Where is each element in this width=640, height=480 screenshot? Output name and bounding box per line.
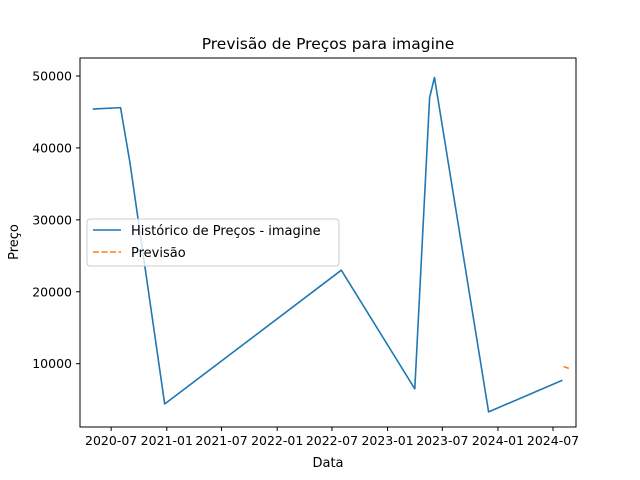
x-tick-label: 2021-07 <box>195 433 247 448</box>
y-axis-label: Preço <box>7 224 22 260</box>
legend-label-forecast: Previsão <box>131 246 186 261</box>
legend-box <box>86 218 340 267</box>
y-tick-label: 10000 <box>32 356 72 371</box>
x-tick-label: 2023-01 <box>361 433 413 448</box>
legend: Histórico de Preços - imagine Previsão <box>86 218 340 267</box>
y-tick-label: 50000 <box>32 68 72 83</box>
x-tick-label: 2021-01 <box>141 433 193 448</box>
chart-title: Previsão de Preços para imagine <box>202 35 455 53</box>
x-tick-label: 2023-07 <box>416 433 468 448</box>
y-tick-label: 20000 <box>32 284 72 299</box>
legend-label-history: Histórico de Preços - imagine <box>131 224 321 239</box>
x-tick-label: 2024-07 <box>527 433 579 448</box>
y-tick-label: 30000 <box>32 212 72 227</box>
x-tick-label: 2024-01 <box>472 433 524 448</box>
x-tick-label: 2022-01 <box>251 433 303 448</box>
x-axis-label: Data <box>312 456 343 471</box>
x-tick-label: 2020-07 <box>85 433 137 448</box>
plot-frame <box>79 57 577 428</box>
series-line-forecast <box>563 365 570 370</box>
series-line-history <box>92 76 563 413</box>
x-tick-label: 2022-07 <box>306 433 358 448</box>
y-tick-label: 40000 <box>32 140 72 155</box>
